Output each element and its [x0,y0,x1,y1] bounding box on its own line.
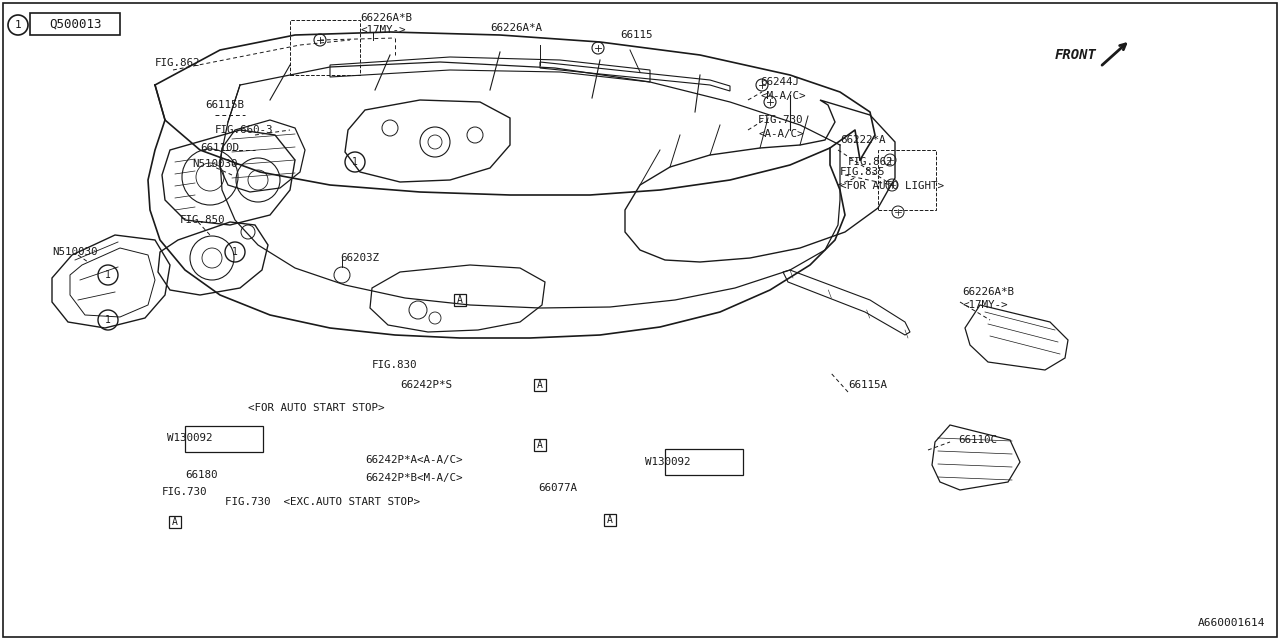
Bar [291,20,360,75]
Text: A: A [538,440,543,450]
Bar [534,439,547,451]
Bar [534,379,547,391]
Text: <17MY->: <17MY-> [360,25,406,35]
Bar [454,294,466,306]
Text: W130092: W130092 [645,457,691,467]
Text: 66115: 66115 [620,30,653,40]
Text: 1: 1 [105,270,111,280]
Text: 66242P*S: 66242P*S [401,380,452,390]
Text: 1: 1 [352,157,358,167]
Bar [666,449,742,475]
Text: 66180: 66180 [186,470,218,480]
Text: 66115A: 66115A [849,380,887,390]
Text: 66115B: 66115B [205,100,244,110]
Text: FIG.830: FIG.830 [372,360,417,370]
Text: FIG.730  <EXC.AUTO START STOP>: FIG.730 <EXC.AUTO START STOP> [225,497,420,507]
Text: A: A [172,517,178,527]
Text: FIG.862: FIG.862 [849,157,893,167]
Text: 66110C: 66110C [957,435,997,445]
Bar [186,426,262,452]
Text: A: A [538,380,543,390]
Text: FIG.730: FIG.730 [163,487,207,497]
Text: A: A [457,295,463,305]
Text: FIG.835: FIG.835 [840,167,886,177]
Text: <FOR AUTO LIGHT>: <FOR AUTO LIGHT> [840,181,945,191]
Text: 66244J: 66244J [760,77,799,87]
Text: FRONT: FRONT [1055,48,1097,62]
Text: N510030: N510030 [52,247,97,257]
Text: <FOR AUTO START STOP>: <FOR AUTO START STOP> [248,403,384,413]
Text: FIG.850: FIG.850 [180,215,225,225]
Text: W130092: W130092 [168,433,212,443]
Text: A660001614: A660001614 [1198,618,1265,628]
Bar [29,13,120,35]
Bar [878,150,936,210]
Text: 66242P*A<A-A/C>: 66242P*A<A-A/C> [365,455,462,465]
Text: FIG.730: FIG.730 [758,115,804,125]
Bar [604,514,616,526]
Text: 66226A*A: 66226A*A [490,23,541,33]
Text: 66077A: 66077A [538,483,577,493]
Text: 66226A*B: 66226A*B [360,13,412,23]
Text: Q500013: Q500013 [49,17,101,31]
Text: 66226A*B: 66226A*B [963,287,1014,297]
Text: 1: 1 [14,20,22,30]
Text: 66203Z: 66203Z [340,253,379,263]
Text: <17MY->: <17MY-> [963,300,1007,310]
Text: 66222*A: 66222*A [840,135,886,145]
Text: 66242P*B<M-A/C>: 66242P*B<M-A/C> [365,473,462,483]
Bar [169,516,180,528]
Text: 1: 1 [105,315,111,325]
Text: N510030: N510030 [192,159,238,169]
Text: 66110D: 66110D [200,143,239,153]
Text: 1: 1 [232,247,238,257]
Text: FIG.862: FIG.862 [155,58,201,68]
Text: <A-A/C>: <A-A/C> [758,129,804,139]
Text: FIG.660-3: FIG.660-3 [215,125,274,135]
Text: <M-A/C>: <M-A/C> [760,91,805,101]
Text: A: A [607,515,613,525]
